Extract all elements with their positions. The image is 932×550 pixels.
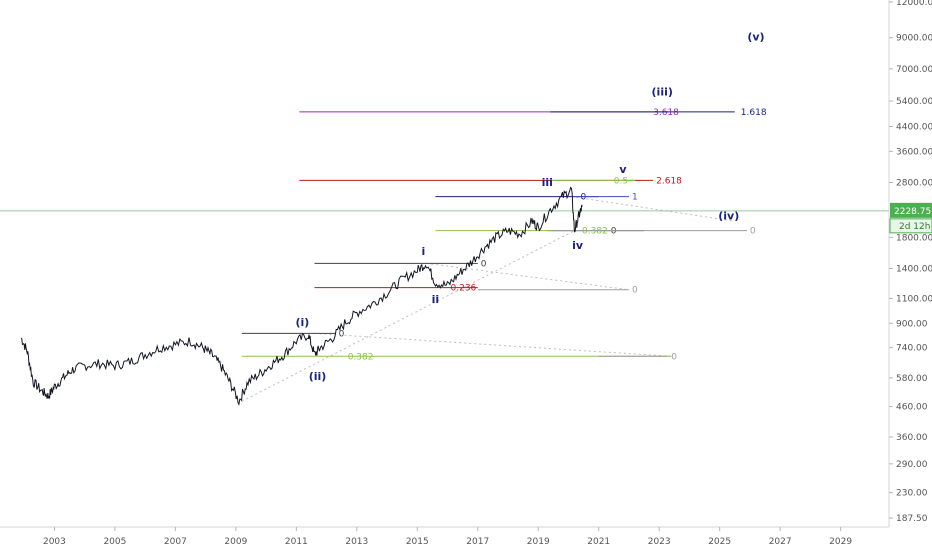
y-tick-label: 1800.00	[896, 233, 932, 243]
fib-level-label: 0.382	[582, 227, 608, 237]
wave-label: i	[421, 245, 425, 258]
x-tick-label: 2007	[164, 537, 187, 547]
dashed-trend-line	[426, 262, 630, 291]
wave-label: ii	[432, 293, 440, 306]
x-tick-label: 2003	[43, 537, 66, 547]
fib-level-label: 2.618	[656, 176, 682, 186]
x-tick-label: 2019	[527, 537, 550, 547]
fib-level-label: 0	[671, 352, 677, 362]
y-tick-label: 580.00	[896, 374, 928, 384]
y-tick-label: 2800.00	[896, 179, 932, 189]
y-axis[interactable]: 12000.00 9000.00 7000.00 5400.00 4400.00 3600…	[889, 0, 932, 524]
x-tick-label: 2025	[708, 537, 731, 547]
fib-level-label: 0	[581, 193, 587, 203]
dashed-trend-line	[571, 196, 735, 222]
x-tick-label: 2029	[829, 537, 852, 547]
x-axis[interactable]: 2003 2005 2007 2009 2011 2013 2015 2017 2019 2021…	[43, 527, 852, 547]
x-tick-label: 2017	[466, 537, 489, 547]
y-tick-label: 12000.00	[896, 0, 932, 8]
y-tick-label: 740.00	[896, 344, 928, 354]
fib-level-label: 0	[481, 259, 487, 269]
fib-level-label: 1	[632, 193, 638, 203]
fib-level-label: 3.618	[653, 108, 679, 118]
wave-label: iv	[572, 239, 584, 252]
wave-label: (iii)	[652, 85, 673, 98]
fib-level-label: 0.236	[451, 284, 477, 294]
wave-label: v	[619, 163, 627, 176]
fib-level-label: 0.5	[614, 176, 628, 186]
dashed-trend-line	[241, 230, 575, 402]
y-tick-label: 5400.00	[896, 97, 932, 107]
y-tick-label: 1400.00	[896, 265, 932, 275]
wave-label: iii	[542, 176, 553, 189]
x-tick-label: 2011	[285, 537, 308, 547]
x-tick-label: 2013	[345, 537, 368, 547]
y-tick-label: 230.00	[896, 489, 928, 499]
wave-label: (ii)	[309, 370, 327, 383]
y-tick-label: 900.00	[896, 319, 928, 329]
wave-label: (v)	[747, 30, 764, 43]
x-tick-label: 2009	[224, 537, 247, 547]
price-tag-box	[890, 202, 932, 218]
y-tick-label: 460.00	[896, 403, 928, 413]
y-tick-label: 1100.00	[896, 294, 932, 304]
wave-label: (iv)	[718, 209, 739, 222]
price-line	[20, 186, 583, 406]
price-tag-value: 2228.75	[894, 207, 931, 217]
trend-dashed-lines	[241, 196, 735, 402]
fib-level-label: 1.618	[741, 108, 767, 118]
fib-level-label: 0	[611, 227, 617, 237]
countdown-text: 2d 12h	[899, 222, 930, 232]
current-price-tag: 2228.75 2d 12h	[889, 202, 932, 234]
x-tick-label: 2027	[769, 537, 792, 547]
fib-level-label: 0	[339, 329, 345, 339]
y-tick-label: 3600.00	[896, 147, 932, 157]
fib-level-label: 0	[750, 227, 756, 237]
wave-label: (i)	[295, 316, 309, 329]
y-tick-label: 7000.00	[896, 65, 932, 75]
countdown-box	[889, 218, 932, 234]
fib-level-label: 0.382	[348, 352, 374, 362]
y-tick-label: 9000.00	[896, 34, 932, 44]
fib-level-label: 0	[632, 286, 638, 296]
x-tick-label: 2023	[648, 537, 671, 547]
price-series	[20, 186, 583, 406]
x-tick-label: 2015	[406, 537, 429, 547]
y-tick-label: 290.00	[896, 460, 928, 470]
x-tick-label: 2021	[587, 537, 610, 547]
y-tick-label: 360.00	[896, 433, 928, 443]
x-tick-label: 2005	[103, 537, 126, 547]
y-tick-label: 4400.00	[896, 122, 932, 132]
y-tick-label: 187.50	[896, 514, 928, 524]
